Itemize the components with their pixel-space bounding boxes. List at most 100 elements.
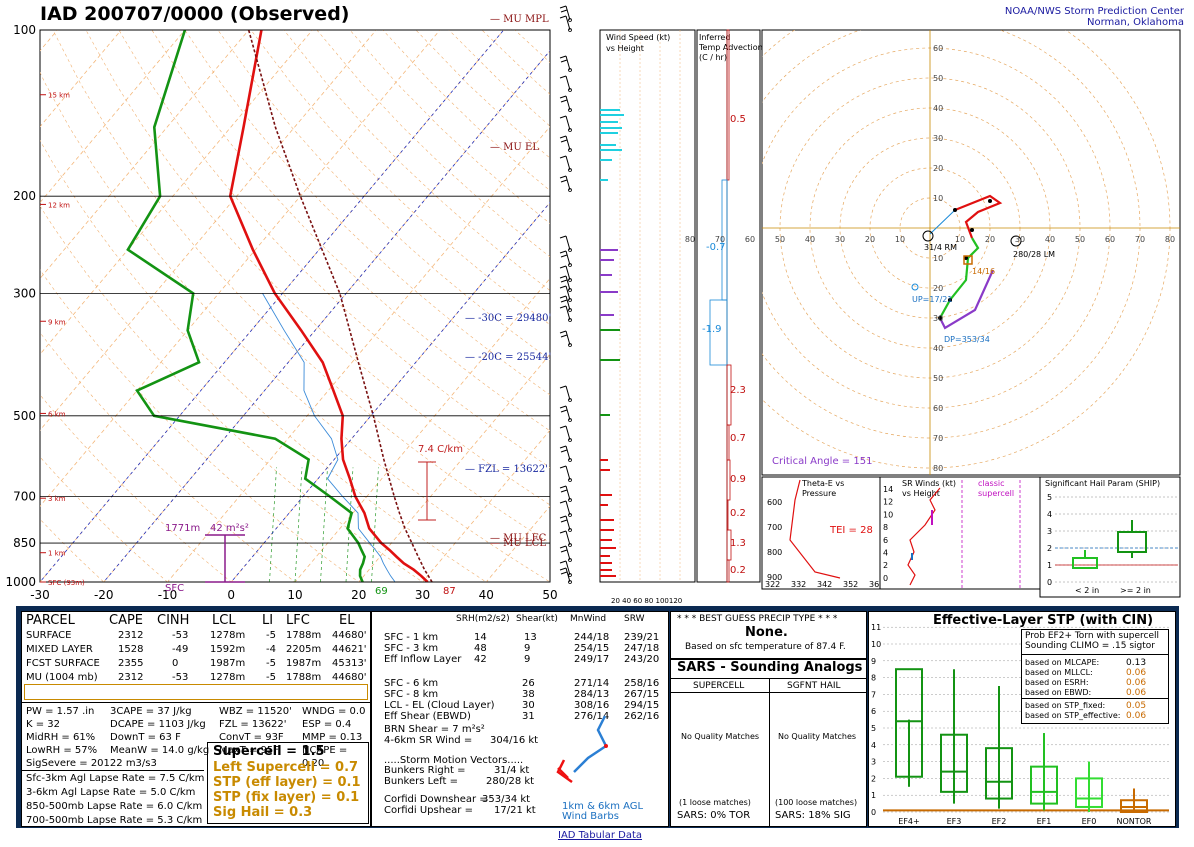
wind-barb-staff [565,405,571,421]
stp-box [985,747,1013,800]
classic-label: classic [978,479,1004,488]
wind-barb-base [568,513,572,517]
wind-barb-base [568,278,572,282]
wind-barb-staff [565,385,571,401]
height-tick-label: SFC (93m) [48,579,85,587]
corfidi-down-label: Corfidi Downshear = [384,794,488,805]
adv-value: 0.9 [730,474,746,485]
adv-bar [709,299,728,366]
wind-barb-base [568,543,572,547]
wind-barb-flag [560,254,568,258]
parcel-cell: 45313' [332,658,367,669]
wind-barb-flag [559,485,567,489]
stp-category-label: EF3 [947,817,962,826]
wind-barb-base [568,398,572,402]
sounding-series-0 [228,30,429,582]
wind-barb-base [568,580,572,584]
wind-barb-base [568,418,572,422]
wind-barb-flag [560,489,568,493]
parcel-cell: 1278m [210,672,246,683]
hodo-up-label: UP=17/21 [912,295,952,304]
index-value: WNDG = 0.0 [302,706,366,717]
dry-adiabat [85,30,550,506]
wind-barb-base [568,148,572,152]
tabular-data-link[interactable]: IAD Tabular Data [558,830,643,841]
pressure-tick-label: 500 [13,409,36,423]
hodo-up-marker [911,283,919,291]
wind-barbs-column [559,5,572,584]
index-value: ESP = 0.4 [302,719,352,730]
blue-isotherm [230,201,550,582]
hodo-tick-label: 40 [1045,235,1055,244]
wind-barb-flag [559,530,567,534]
wind-barb-base [568,18,572,22]
precip-basis: Based on sfc temperature of 87.4 F. [685,642,846,652]
hodo-tick-label: 20 [985,235,995,244]
sfc-t-label: 87 [443,586,456,597]
spc-line-1: NOAA/NWS Storm Prediction Center [1004,6,1184,17]
sars-title: SARS - Sounding Analogs [677,660,863,675]
kin-header-cell: SRW [624,614,645,624]
adv-panel-frame [696,29,761,583]
ship-y-label: 2 [1047,544,1052,553]
dry-adiabat [40,139,487,582]
wind-barb-flag [560,59,568,63]
inset-barb-6km [557,767,569,779]
wind-barb-base [568,168,572,172]
mixing-ratio-line [320,467,328,582]
ship-ge2-label: >= 2 in [1120,586,1151,595]
ship-panel: Significant Hail Param (SHIP) 0 1 2 3 4 5 < 2 i… [1039,476,1181,598]
wind-barb-base [568,248,572,252]
stp-chart: 0 1 2 3 4 5 6 7 8 9 10 11 EF4+ EF3 EF2 EF1 EF0 NONTOR [871,623,1169,826]
composite-value: Sig Hail = 0.3 [213,805,313,820]
index-col-2: 3CAPE = 37 J/kg DCAPE = 1103 J/kg DownT = … [110,705,209,757]
index-value: 3CAPE = 37 J/kg [110,706,192,717]
wind-barb-flag [559,500,567,504]
stp-prob-line2: Sounding CLIMO = .15 sigtor [1025,641,1155,651]
stp-y-label: 4 [871,741,876,750]
wind-barb-staff [565,465,571,481]
thetae-y-label: 800 [767,548,782,557]
kin-cell: SFC - 3 km [384,643,439,654]
hodo-tick-label: 30 [933,134,943,143]
kinematics-box: SRH(m2/s2) Shear(kt) MnWind SRW SFC - 1 km 1… [371,611,669,827]
wind-barb-flag [560,99,568,103]
hodo-lm-label: 280/28 LM [1013,250,1055,259]
kin-cell: 243/20 [624,654,660,665]
parcel-cell: -53 [172,672,189,683]
ship-lt2-label: < 2 in [1075,586,1099,595]
kin-cell: SFC - 8 km [384,689,439,700]
wind-barb-flag [560,549,568,553]
stp-box [940,733,968,793]
hodo-tick-label: 70 [1135,235,1145,244]
sars-sup-nomatch: No Quality Matches [681,732,760,741]
ship-y-label: 4 [1047,510,1052,519]
wind-barb-flag [559,445,567,449]
sr46-label: 4-6km SR Wind = [384,735,473,746]
wind-x-ticks: 20 40 60 80 100120 [611,597,682,605]
stp-y-label: 6 [871,707,876,716]
wind-panel-frame [599,29,696,583]
kin-cell: 26 [522,678,535,689]
wind-barb-flag [559,405,567,409]
temp-tick-label: -30 [30,588,50,602]
srw-y-label: 0 [883,574,888,583]
divider [22,770,204,771]
stp-box [1075,777,1103,808]
stp-based-value: 0.06 [1126,688,1147,698]
hodo-tick-label: 80 [933,464,943,473]
hodo-km-dot [938,316,942,320]
sars-hail-nomatch: No Quality Matches [778,732,857,741]
precip-box: * * * BEST GUESS PRECIP TYPE * * * None.… [670,611,867,659]
corfidi-up-value: 17/21 kt [494,805,536,816]
sounding-series-2 [247,30,433,582]
wind-barb-flag [560,519,568,523]
kin-cell: 249/17 [574,654,610,665]
skewt-inner [40,30,550,582]
sfc-label: SFC [165,583,184,594]
m20-label: — -20C = 25544' [465,352,551,363]
kin-cell: 9 [524,654,531,665]
inflow-srh: 42 m²s² [210,523,249,534]
wind-barb-flag [559,265,567,269]
